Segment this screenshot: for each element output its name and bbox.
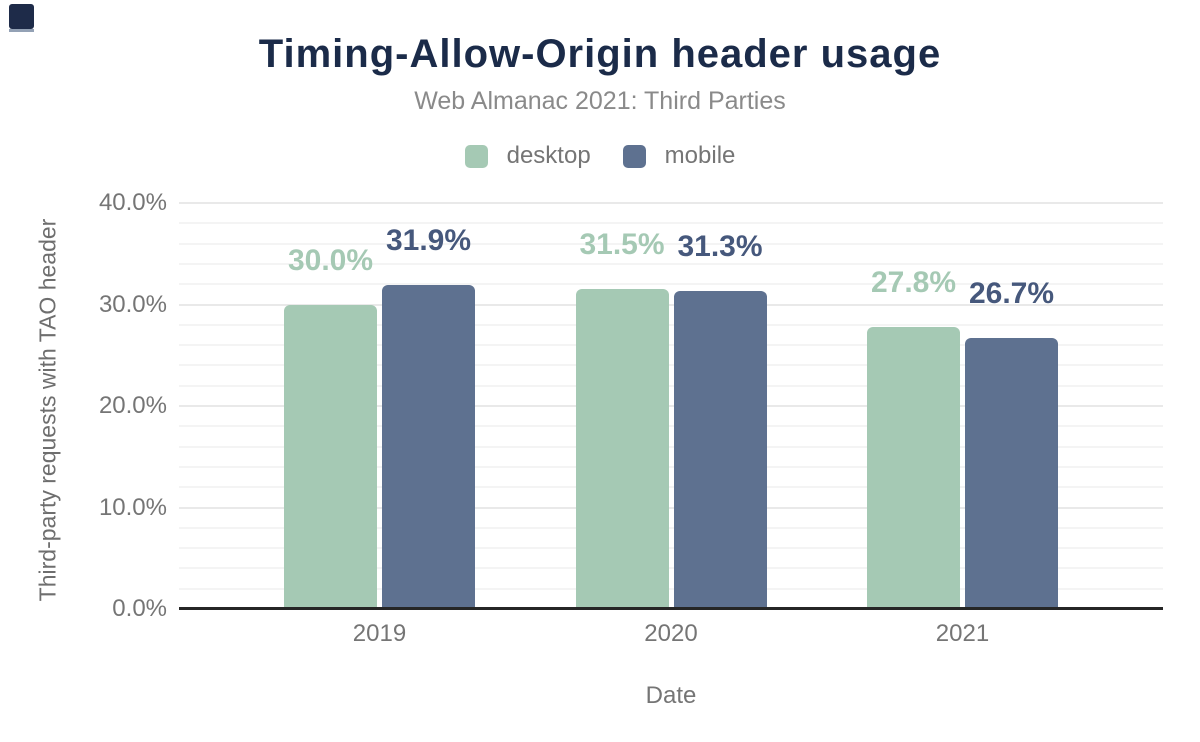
y-axis-title: Third-party requests with TAO header xyxy=(34,218,61,602)
minor-gridline xyxy=(179,364,1163,367)
legend-item-desktop: desktop xyxy=(464,142,591,169)
x-axis-line xyxy=(179,607,1163,610)
bar-value-label-desktop-2019: 30.0% xyxy=(287,243,374,277)
minor-gridline xyxy=(179,425,1163,428)
minor-gridline xyxy=(179,445,1163,448)
legend-label-desktop: desktop xyxy=(506,142,591,169)
legend: desktop mobile xyxy=(0,142,1200,170)
minor-gridline xyxy=(179,526,1163,529)
minor-gridline xyxy=(179,222,1163,225)
x-tick-label-2019: 2019 xyxy=(352,620,407,647)
bar-desktop-2020[interactable] xyxy=(575,289,669,609)
major-gridline xyxy=(179,303,1163,306)
minor-gridline xyxy=(179,547,1163,550)
minor-gridline xyxy=(179,567,1163,570)
minor-gridline xyxy=(179,384,1163,387)
chart-title: Timing-Allow-Origin header usage xyxy=(258,32,942,76)
bar-value-label-desktop-2021: 27.8% xyxy=(870,265,957,299)
minor-gridline xyxy=(179,465,1163,468)
bar-value-label-mobile-2019: 31.9% xyxy=(385,224,472,258)
bar-value-label-mobile-2021: 26.7% xyxy=(968,276,1055,310)
major-gridline xyxy=(179,506,1163,509)
y-tick-label: 30.0% xyxy=(98,290,167,318)
y-tick-label: 0.0% xyxy=(112,595,167,622)
y-tick-label: 20.0% xyxy=(98,392,167,419)
x-tick-label-2021: 2021 xyxy=(935,620,990,647)
corner-logo-mark-underline xyxy=(9,29,34,32)
bar-desktop-2021[interactable] xyxy=(867,326,960,609)
major-gridline xyxy=(179,405,1163,407)
major-gridline xyxy=(179,202,1163,204)
mobile-swatch-icon xyxy=(622,144,646,168)
bar-mobile-2020[interactable] xyxy=(673,291,767,609)
legend-item-mobile: mobile xyxy=(622,142,736,169)
chart-subtitle: Web Almanac 2021: Third Parties xyxy=(414,87,786,115)
minor-gridline xyxy=(179,283,1163,286)
x-tick-label-2020: 2020 xyxy=(644,620,698,647)
minor-gridline xyxy=(179,262,1163,265)
minor-gridline xyxy=(179,486,1163,489)
bar-mobile-2019[interactable] xyxy=(382,285,475,609)
y-tick-label: 10.0% xyxy=(98,493,167,521)
bar-value-label-desktop-2020: 31.5% xyxy=(579,228,665,262)
bar-value-label-mobile-2020: 31.3% xyxy=(677,230,763,264)
minor-gridline xyxy=(179,323,1163,326)
minor-gridline xyxy=(179,344,1163,347)
corner-logo-mark xyxy=(9,4,34,29)
y-tick-label: 40.0% xyxy=(98,189,167,216)
bar-mobile-2021[interactable] xyxy=(965,337,1058,609)
minor-gridline xyxy=(179,242,1163,245)
desktop-swatch-icon xyxy=(464,144,488,168)
bar-desktop-2019[interactable] xyxy=(284,304,377,609)
minor-gridline xyxy=(179,587,1163,590)
x-axis-title: Date xyxy=(645,682,697,709)
legend-label-mobile: mobile xyxy=(664,142,736,169)
